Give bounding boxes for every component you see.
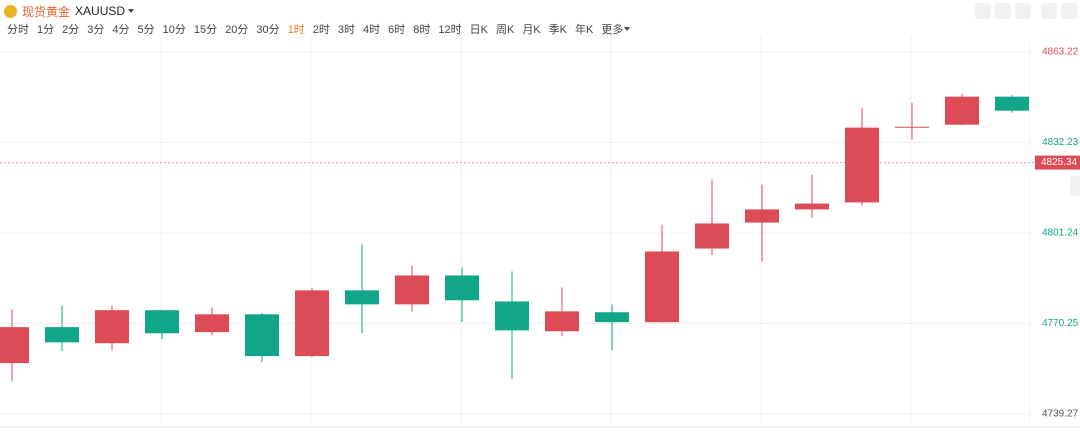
current-price-box (1035, 155, 1080, 170)
timeframe-button[interactable]: 4时 (363, 24, 381, 36)
candle-body (345, 290, 379, 305)
draw-tool-button[interactable] (995, 3, 1011, 19)
y-tick-label: 4863.22 (1042, 47, 1079, 58)
timeframe-button[interactable]: 季K (548, 24, 567, 36)
timeframe-button[interactable]: 更多 (601, 24, 624, 36)
timeframe-bar: 分时 1分 2分 3分 4分 5分 10分 15分 20分 30分 1时 2时 3时 4时 6时 8时 12时日… (7, 21, 631, 37)
timeframe-button[interactable]: 月K (522, 24, 541, 36)
instrument-symbol[interactable]: XAUUSD (75, 4, 126, 18)
timeframe-button[interactable]: 1时 (287, 24, 305, 36)
candle-body (845, 127, 879, 203)
candle-body (895, 126, 929, 128)
timeframe-button[interactable]: 4分 (112, 24, 130, 36)
candle-body (195, 314, 229, 333)
candle-body (0, 327, 29, 364)
candle-body (545, 311, 579, 332)
timeframe-button[interactable]: 年K (575, 24, 594, 36)
timeframe-button[interactable]: 12时 (438, 24, 462, 36)
candle-body (245, 314, 279, 357)
timeframe-button[interactable]: 6时 (388, 24, 406, 36)
side-panel-toggle[interactable] (1070, 176, 1080, 196)
candle-body (995, 96, 1029, 111)
timeframe-button[interactable]: 5分 (137, 24, 155, 36)
timeframe-button[interactable]: 10分 (162, 24, 186, 36)
candle-body (445, 275, 479, 301)
candle-body (595, 312, 629, 323)
timeframe-button[interactable]: 8时 (413, 24, 431, 36)
candle-body (695, 223, 729, 249)
header: 现货黄金 XAUUSD (4, 2, 135, 20)
gold-icon (4, 4, 17, 18)
timeframe-button[interactable]: 1分 (37, 24, 55, 36)
candle-body (95, 310, 129, 344)
candle-body (45, 327, 79, 343)
y-tick-label: 4739.27 (1042, 409, 1079, 420)
line-tool-button[interactable] (975, 3, 991, 19)
timeframe-button[interactable]: 日K (469, 24, 488, 36)
timeframe-button[interactable]: 3分 (87, 24, 105, 36)
more-dropdown[interactable] (624, 27, 631, 31)
candle-body (495, 301, 529, 331)
timeframe-button[interactable]: 3时 (337, 24, 355, 36)
timeframe-button[interactable]: 2分 (62, 24, 80, 36)
timeframe-button[interactable]: 分时 (7, 24, 29, 36)
instrument-title[interactable]: 现货黄金 (22, 4, 71, 19)
candle-body (945, 96, 979, 125)
symbol-dropdown[interactable] (128, 9, 135, 13)
timeframe-button[interactable]: 20分 (225, 24, 249, 36)
y-tick-label: 4770.25 (1042, 318, 1079, 329)
timeframe-button[interactable]: 周K (495, 24, 515, 36)
candle-tool-button[interactable] (1015, 3, 1031, 19)
timeframe-button[interactable]: 30分 (256, 24, 280, 36)
candle-body (645, 251, 679, 323)
y-tick-label: 4801.24 (1042, 228, 1079, 239)
candle-body (745, 209, 779, 223)
close-button[interactable] (1061, 3, 1077, 19)
candle-body (145, 310, 179, 334)
candle-body (795, 203, 829, 210)
expand-button[interactable] (1041, 3, 1057, 19)
candle-body (295, 290, 329, 357)
current-price-label: 4825.34 (1041, 157, 1078, 168)
candle-body (395, 275, 429, 305)
timeframe-button[interactable]: 15分 (193, 24, 218, 36)
timeframe-button[interactable]: 2时 (312, 24, 330, 36)
y-tick-label: 4832.23 (1042, 137, 1079, 148)
